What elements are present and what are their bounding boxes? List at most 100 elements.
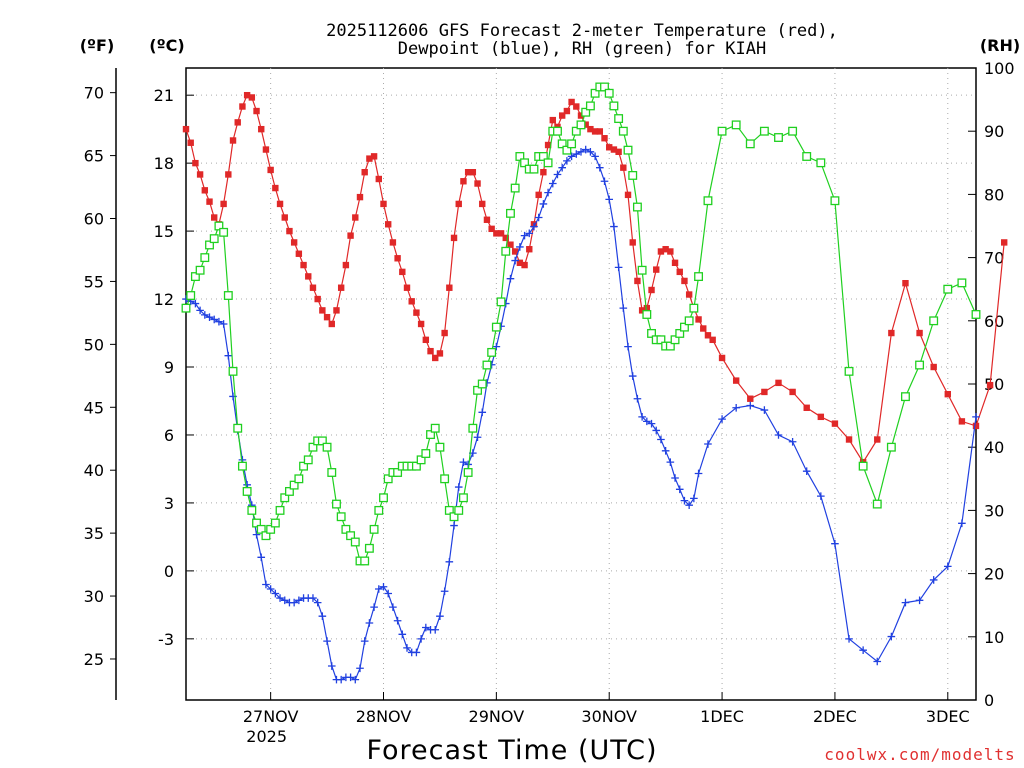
temperature-point <box>450 234 458 242</box>
dewpoint-point <box>431 625 440 634</box>
dewpoint-point <box>379 582 388 591</box>
temperature-point <box>460 178 467 185</box>
temperature-point <box>930 363 937 371</box>
dewpoint-point <box>534 213 543 222</box>
rh-point <box>308 442 318 452</box>
dewpoint-point <box>548 179 557 188</box>
rh-point <box>562 145 572 155</box>
temperature-point <box>446 284 453 291</box>
dewpoint-point <box>318 612 327 620</box>
temperature-point <box>986 381 994 389</box>
temperature-point <box>380 200 387 208</box>
rh-point <box>200 253 210 263</box>
series-temperature <box>182 91 1008 466</box>
dewpoint-point <box>511 256 519 265</box>
dewpoint-point <box>295 596 303 605</box>
rh-point <box>684 316 694 326</box>
temperature-point <box>441 329 448 337</box>
rh-point <box>872 499 882 509</box>
rh-point <box>369 524 379 534</box>
dewpoint-point <box>661 447 670 455</box>
dewpoint-point <box>266 585 275 593</box>
rh-point <box>628 170 638 180</box>
rh-point <box>637 265 647 275</box>
temperature-point <box>403 284 411 291</box>
dewpoint-point <box>280 596 289 605</box>
rh-point <box>186 291 196 300</box>
rh-point <box>463 468 473 477</box>
rh-point <box>496 297 506 307</box>
dewpoint-point <box>520 231 529 240</box>
temperature-point <box>606 144 613 151</box>
dewpoint-point <box>671 474 679 482</box>
dewpoint-point <box>972 413 980 421</box>
dewpoint-point <box>690 494 698 503</box>
rh-point <box>957 278 967 288</box>
temperature-point <box>469 169 477 176</box>
rh-point <box>604 88 614 98</box>
source-credit: coolwx.com/modelts <box>824 745 1015 764</box>
dewpoint-point <box>191 299 200 308</box>
temperature-point <box>436 350 444 357</box>
rh-point <box>609 101 619 111</box>
dewpoint-point <box>478 408 487 417</box>
dewpoint-point <box>610 222 618 231</box>
rh-point <box>506 208 515 218</box>
dewpoint-point <box>675 485 684 494</box>
rh-point <box>454 505 464 515</box>
temperature-point <box>229 137 237 144</box>
rh-point <box>426 430 435 440</box>
dewpoint-point <box>323 637 331 645</box>
rh-tick-label: 70 <box>984 249 1004 268</box>
rh-point <box>515 152 525 161</box>
dewpoint-point <box>643 417 651 426</box>
rh-tick-label: 20 <box>984 565 1004 584</box>
rh-point <box>190 272 200 282</box>
temperature-point <box>248 94 256 101</box>
dewpoint-point <box>647 419 656 428</box>
temperature-point <box>281 214 288 221</box>
x-axis-label: Forecast Time (UTC) <box>366 735 657 766</box>
x-tick-label: 29NOV <box>469 707 525 726</box>
dewpoint-point <box>360 637 369 645</box>
rh-point <box>261 531 271 541</box>
rh-point <box>915 360 925 370</box>
celsius-tick-label: -3 <box>158 630 174 649</box>
dewpoint-point <box>346 673 355 682</box>
rh-point <box>943 284 953 294</box>
temperature-point <box>432 354 439 362</box>
chart-title-line-2: Dewpoint (blue), RH (green) for KIAH <box>398 39 766 59</box>
dewpoint-point <box>831 539 839 548</box>
rh-point <box>665 341 675 351</box>
rh-point <box>346 531 356 541</box>
temperature-point <box>958 418 966 425</box>
rh-point <box>322 442 332 452</box>
dewpoint-point <box>558 163 566 172</box>
temperature-point <box>516 259 524 267</box>
temperature-point <box>243 91 251 99</box>
temperature-point <box>276 200 284 208</box>
dewpoint-point <box>417 635 425 643</box>
temperature-point <box>192 159 199 167</box>
rh-point <box>444 505 454 515</box>
dewpoint-point <box>201 311 209 319</box>
dewpoint-point <box>262 580 270 589</box>
rh-point <box>929 316 939 326</box>
dewpoint-point <box>309 594 317 602</box>
dewpoint-point <box>436 612 444 620</box>
dewpoint-point <box>403 644 411 652</box>
temperature-point <box>290 239 298 246</box>
rh-point <box>788 126 798 136</box>
temperature-point <box>732 377 740 384</box>
dewpoint-point <box>492 342 501 351</box>
dewpoint-point <box>257 553 266 562</box>
dewpoint-point <box>817 492 825 500</box>
rh-point <box>280 493 290 503</box>
temperature-point <box>1001 239 1008 246</box>
rh-point <box>858 461 868 471</box>
rh-point <box>299 461 309 471</box>
temperature-point <box>483 216 491 223</box>
temperature-point <box>648 286 655 294</box>
dewpoint-point <box>732 403 740 412</box>
rh-point <box>717 126 727 136</box>
